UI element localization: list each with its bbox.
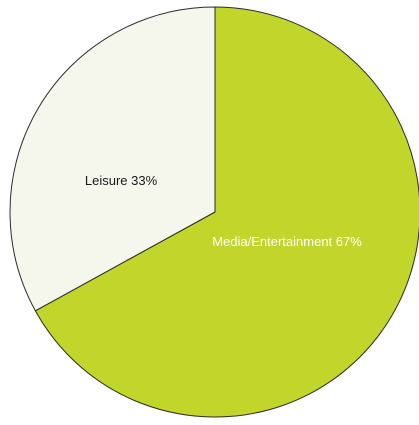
pie-slice-leisure bbox=[9, 6, 216, 312]
pie-label-media-entertainment: Media/Entertainment 67% bbox=[212, 234, 362, 249]
pie-slices bbox=[9, 6, 419, 418]
pie-label-leisure: Leisure 33% bbox=[85, 173, 158, 188]
pie-slice-media-entertainment bbox=[34, 6, 419, 418]
pie-labels: Media/Entertainment 67% Leisure 33% bbox=[85, 173, 362, 249]
